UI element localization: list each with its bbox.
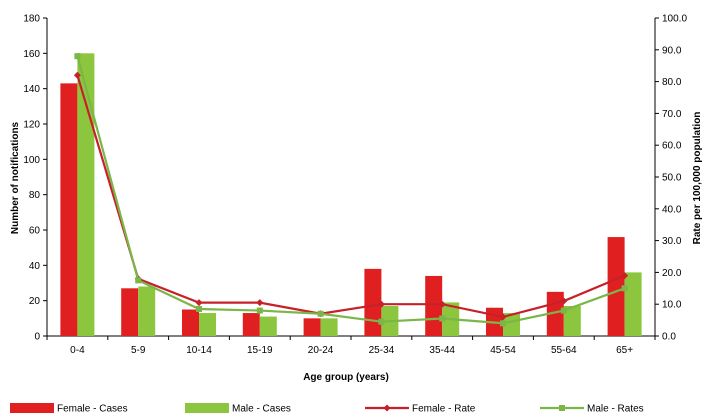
point-male-rates bbox=[317, 310, 324, 317]
legend-swatch-male-cases bbox=[185, 403, 229, 413]
left-y-tick-labels: 0 20 40 60 80 100 120 140 160 180 bbox=[23, 14, 47, 343]
x-tick-label: 15-19 bbox=[247, 345, 273, 356]
right-y-tick-label: 70.0 bbox=[662, 109, 682, 120]
point-female-rate bbox=[621, 272, 629, 280]
left-y-tick-label: 160 bbox=[23, 49, 40, 60]
right-y-tick-label: 60.0 bbox=[662, 141, 682, 152]
point-male-rates bbox=[378, 318, 385, 325]
right-y-tick-label: 0.0 bbox=[662, 332, 676, 343]
point-male-rates bbox=[196, 305, 202, 312]
bar-female-cases bbox=[425, 275, 443, 336]
x-tick-label: 65+ bbox=[616, 345, 633, 356]
point-female-rate bbox=[73, 71, 81, 79]
bar-female-cases bbox=[303, 318, 321, 336]
legend-marker-female-rate bbox=[383, 404, 391, 412]
bar-female-cases bbox=[364, 268, 382, 336]
point-male-rates bbox=[135, 277, 142, 284]
right-y-tick-label: 30.0 bbox=[662, 236, 682, 247]
left-y-tick-label: 40 bbox=[29, 261, 41, 272]
x-tick-label: 25-34 bbox=[369, 345, 395, 356]
x-tick-label: 0-4 bbox=[70, 345, 85, 356]
point-male-rates bbox=[74, 53, 81, 60]
line-female-rate bbox=[76, 74, 626, 319]
right-y-axis-title: Rate per 100,000 population bbox=[692, 112, 703, 245]
point-male-rates bbox=[256, 307, 263, 314]
bar-male-cases bbox=[320, 318, 338, 336]
x-tick-label: 45-54 bbox=[490, 345, 516, 356]
point-female-rate bbox=[499, 313, 507, 321]
legend-marker-male-rates bbox=[559, 405, 565, 411]
bar-male-cases bbox=[259, 316, 277, 336]
line-male-rates bbox=[76, 55, 625, 325]
x-tick-label: 55-64 bbox=[551, 345, 577, 356]
left-y-tick-label: 100 bbox=[23, 155, 40, 166]
left-y-tick-label: 20 bbox=[29, 296, 41, 307]
point-female-rate bbox=[377, 300, 385, 308]
legend-label-female-rate: Female - Rate bbox=[412, 404, 476, 415]
bars bbox=[60, 53, 642, 336]
x-tick-label: 10-14 bbox=[186, 345, 212, 356]
x-axis-title: Age group (years) bbox=[303, 372, 389, 383]
left-y-tick-label: 0 bbox=[34, 332, 40, 343]
rate-lines bbox=[73, 53, 629, 327]
point-female-rate bbox=[560, 297, 568, 305]
right-y-tick-label: 50.0 bbox=[662, 173, 682, 184]
left-y-tick-label: 60 bbox=[29, 226, 41, 237]
point-male-rates bbox=[500, 320, 506, 327]
bar-male-cases bbox=[624, 272, 642, 336]
legend-label-female-cases: Female - Cases bbox=[57, 404, 128, 415]
left-y-axis-title: Number of notifications bbox=[10, 121, 21, 234]
bar-female-cases bbox=[182, 309, 199, 336]
left-y-tick-label: 140 bbox=[23, 84, 40, 95]
point-male-rates bbox=[621, 285, 628, 292]
left-y-tick-label: 120 bbox=[23, 120, 40, 131]
right-y-tick-label: 40.0 bbox=[662, 204, 682, 215]
point-female-rate bbox=[195, 299, 203, 307]
x-tick-label: 35-44 bbox=[429, 345, 455, 356]
point-male-rates bbox=[439, 315, 446, 322]
left-y-tick-label: 180 bbox=[23, 14, 40, 25]
bar-female-cases bbox=[607, 237, 625, 336]
x-tick-label: 5-9 bbox=[131, 345, 146, 356]
bar-female-cases bbox=[242, 313, 260, 336]
bar-male-cases bbox=[77, 53, 95, 336]
point-female-rate bbox=[256, 299, 264, 307]
bar-male-cases bbox=[563, 305, 581, 336]
bar-male-cases bbox=[138, 286, 156, 336]
right-y-tick-label: 10.0 bbox=[662, 300, 682, 311]
x-tick-label: 20-24 bbox=[308, 345, 334, 356]
right-y-tick-label: 20.0 bbox=[662, 268, 682, 279]
x-tick-labels: 0-4 5-9 10-14 15-19 20-24 25-34 35-44 45-54 55-6… bbox=[46, 336, 656, 356]
bar-female-cases bbox=[60, 83, 78, 336]
legend: Female - Cases Male - Cases Female - Rate M… bbox=[10, 403, 644, 415]
bar-female-cases bbox=[121, 288, 139, 336]
right-y-tick-labels: 0.0 10.0 20.0 30.0 40.0 50.0 60.0 70.0 80.0 90.0 1… bbox=[655, 14, 687, 343]
bar-male-cases bbox=[503, 313, 520, 336]
right-y-tick-label: 90.0 bbox=[662, 45, 682, 56]
point-male-rates bbox=[560, 307, 567, 314]
legend-swatch-female-cases bbox=[10, 403, 54, 413]
bar-male-cases bbox=[199, 313, 216, 336]
right-y-tick-label: 80.0 bbox=[662, 77, 682, 88]
left-y-tick-label: 80 bbox=[29, 190, 41, 201]
legend-label-male-cases: Male - Cases bbox=[232, 404, 291, 415]
right-y-tick-label: 100.0 bbox=[662, 14, 687, 25]
legend-label-male-rates: Male - Rates bbox=[587, 404, 644, 415]
point-female-rate bbox=[438, 300, 446, 308]
